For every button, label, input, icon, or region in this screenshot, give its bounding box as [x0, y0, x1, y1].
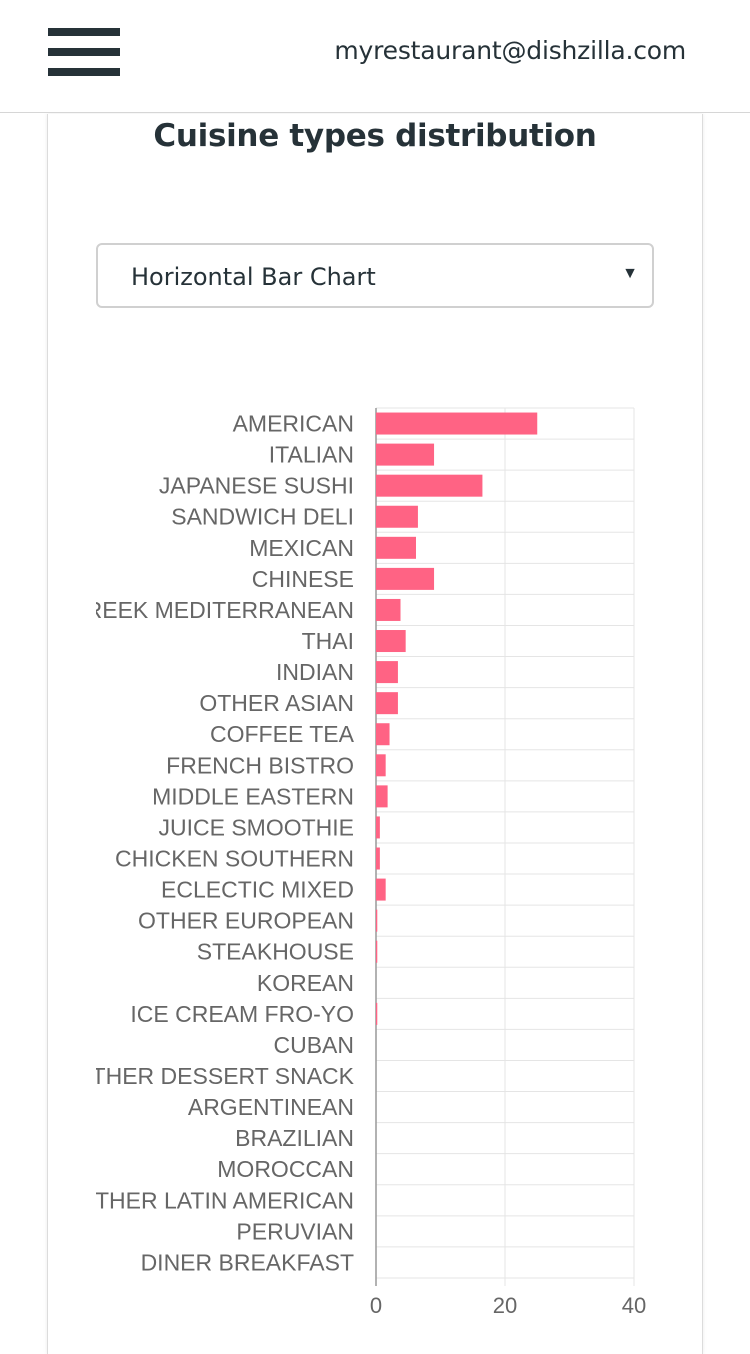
category-label: CHINESE: [252, 566, 354, 592]
category-label: CHICKEN SOUTHERN: [115, 846, 354, 872]
category-label: OTHER DESSERT SNACK: [96, 1063, 355, 1089]
category-label: JUICE SMOOTHIE: [158, 814, 354, 840]
category-label: THAI: [302, 628, 354, 654]
bar: [376, 909, 378, 932]
bar: [376, 785, 388, 808]
bar: [376, 505, 418, 528]
card-title: Cuisine types distribution: [153, 118, 597, 154]
category-label: BRAZILIAN: [235, 1125, 354, 1151]
category-label: FRENCH BISTRO: [166, 752, 354, 778]
category-label: JAPANESE SUSHI: [159, 473, 354, 499]
bar: [376, 692, 398, 715]
horizontal-bar-chart: 0 20 40 AMERICAN ITALIAN JAPANESE SUSHI SANDWI…: [96, 407, 646, 1318]
account-email[interactable]: myrestaurant@dishzilla.com: [334, 36, 686, 65]
bar: [376, 1002, 378, 1025]
bar: [376, 940, 378, 963]
x-tick-label: 20: [493, 1293, 517, 1318]
category-label: OTHER EUROPEAN: [138, 908, 354, 934]
category-label: DINER BREAKFAST: [141, 1249, 354, 1275]
hamburger-line: [48, 28, 120, 36]
category-label: GREEK MEDITERRANEAN: [96, 597, 354, 623]
category-label: SANDWICH DELI: [171, 504, 354, 530]
x-tick-label: 0: [370, 1293, 382, 1318]
chevron-down-icon: ▼: [622, 265, 638, 282]
category-label: CUBAN: [273, 1032, 354, 1058]
x-tick-label: 40: [622, 1293, 646, 1318]
category-label: ITALIAN: [269, 442, 354, 468]
category-label: OTHER ASIAN: [199, 690, 354, 716]
bar: [376, 630, 406, 653]
category-label: AMERICAN: [233, 411, 354, 437]
bar: [376, 878, 386, 901]
bar: [376, 536, 416, 559]
category-label: OTHER LATIN AMERICAN: [96, 1187, 354, 1213]
bar: [376, 567, 435, 590]
hamburger-line: [48, 68, 120, 76]
bar: [376, 847, 380, 870]
category-label: INDIAN: [276, 659, 354, 685]
category-label: MEXICAN: [249, 535, 354, 561]
bar: [376, 816, 380, 839]
chart-card: [47, 114, 703, 1354]
hamburger-line: [48, 48, 120, 56]
bar: [376, 661, 398, 684]
chart-type-select[interactable]: Horizontal Bar Chart ▼: [96, 243, 654, 308]
category-label: STEAKHOUSE: [197, 939, 354, 965]
category-label: PERUVIAN: [236, 1218, 354, 1244]
top-bar: myrestaurant@dishzilla.com: [0, 0, 750, 113]
bar: [376, 598, 401, 621]
category-label: ARGENTINEAN: [188, 1094, 354, 1120]
bar: [376, 474, 483, 497]
bar: [376, 443, 435, 466]
category-label: MIDDLE EASTERN: [152, 783, 354, 809]
category-label: ICE CREAM FRO-YO: [130, 1001, 354, 1027]
bar: [376, 723, 390, 746]
bar: [376, 754, 386, 777]
category-label: COFFEE TEA: [210, 721, 355, 747]
category-label: MOROCCAN: [217, 1156, 354, 1182]
chart-type-select-value: Horizontal Bar Chart: [131, 263, 376, 291]
category-label: ECLECTIC MIXED: [161, 877, 354, 903]
bar: [376, 412, 538, 435]
hamburger-menu-icon[interactable]: [48, 28, 120, 76]
category-label: KOREAN: [257, 970, 354, 996]
